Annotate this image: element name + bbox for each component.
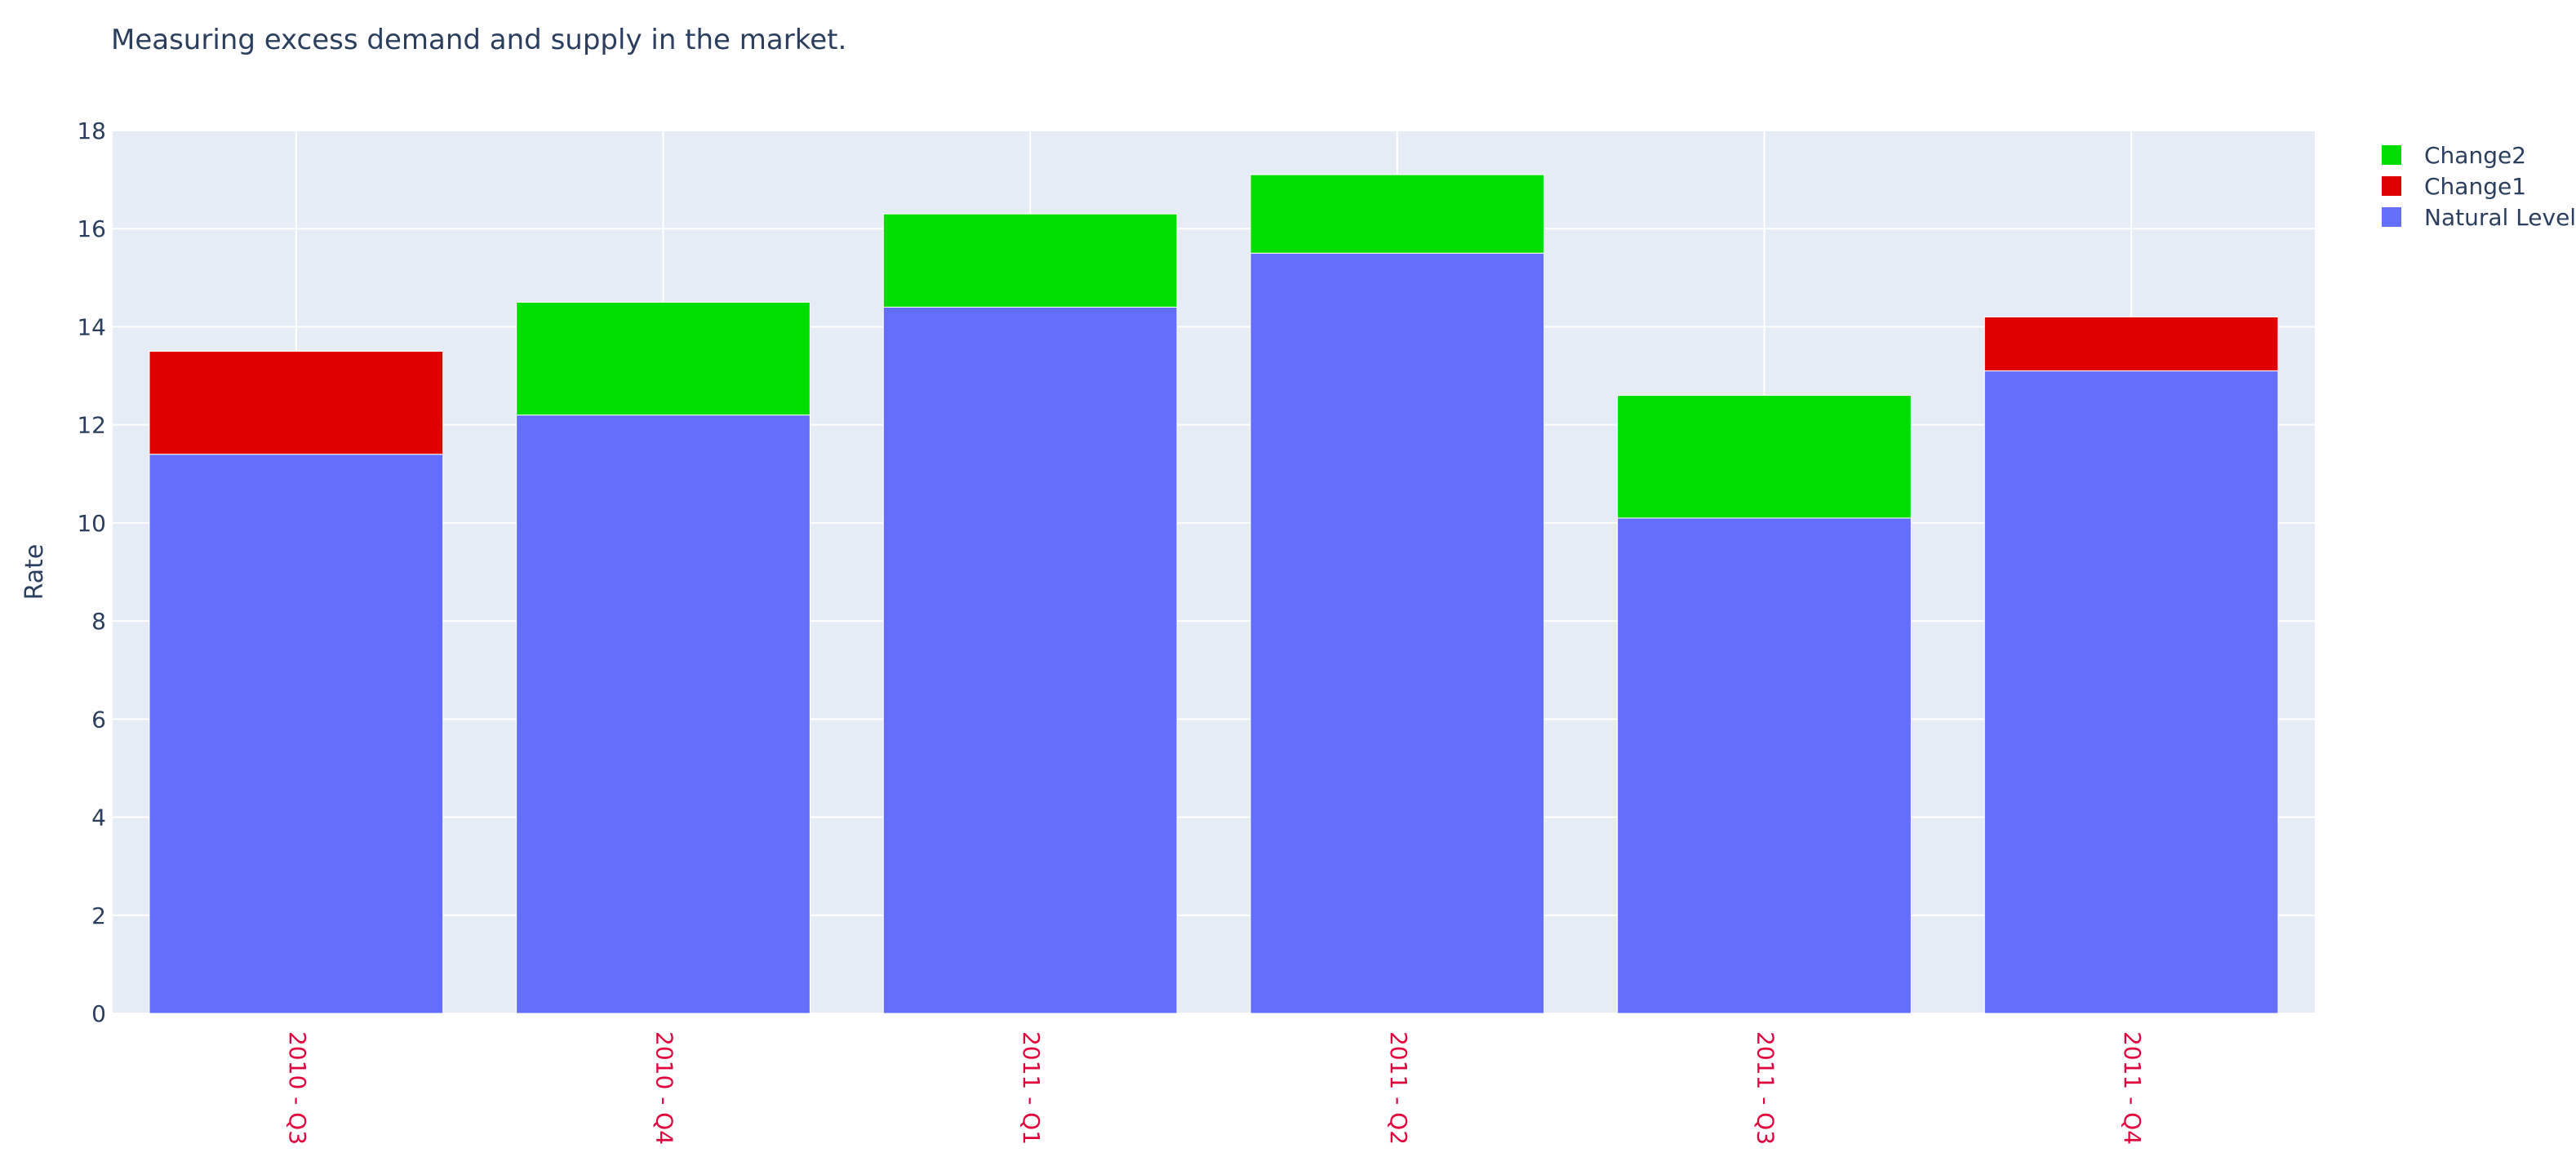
bar-natural-level[interactable] <box>1617 517 1912 1014</box>
y-tick-label: 16 <box>77 215 106 242</box>
x-tick-label: 2010 - Q4 <box>651 1031 678 1145</box>
legend-label: Change2 <box>2424 142 2526 169</box>
x-axis-ticks: 2010 - Q3 2010 - Q4 2011 - Q1 2011 - Q2 2011… <box>284 1031 2146 1145</box>
bar-change2[interactable] <box>1617 395 1912 519</box>
y-tick-label: 0 <box>91 1000 106 1027</box>
bar-change2[interactable] <box>516 301 811 416</box>
bar-change2[interactable] <box>1250 174 1545 254</box>
legend-item[interactable]: Change1 <box>2382 173 2526 200</box>
legend-swatch <box>2382 145 2401 165</box>
legend-item[interactable]: Change2 <box>2382 142 2526 169</box>
bar-natural-level[interactable] <box>1983 370 2279 1014</box>
x-tick-label: 2011 - Q3 <box>1752 1031 1779 1145</box>
bar-natural-level[interactable] <box>149 454 444 1014</box>
legend-label: Change1 <box>2424 173 2526 200</box>
legend-swatch <box>2382 207 2401 227</box>
legend: Change2 Change1 Natural Level <box>2382 142 2576 231</box>
y-tick-label: 12 <box>77 412 106 439</box>
y-axis-ticks: 0 2 4 6 8 10 12 14 16 18 <box>77 117 106 1027</box>
legend-label: Natural Level <box>2424 204 2576 231</box>
x-tick-label: 2011 - Q4 <box>2119 1031 2146 1145</box>
x-tick-label: 2011 - Q1 <box>1018 1031 1045 1145</box>
y-tick-label: 2 <box>91 902 106 929</box>
bar-natural-level[interactable] <box>516 414 811 1014</box>
y-tick-label: 6 <box>91 706 106 733</box>
bar-change1[interactable] <box>149 351 444 455</box>
y-tick-label: 8 <box>91 608 106 635</box>
y-tick-label: 10 <box>77 510 106 537</box>
bars <box>149 174 2279 1014</box>
bar-change1[interactable] <box>1983 316 2279 372</box>
y-tick-label: 18 <box>77 117 106 144</box>
chart-title: Measuring excess demand and supply in th… <box>111 24 846 56</box>
x-tick-label: 2011 - Q2 <box>1385 1031 1412 1145</box>
y-axis-label: Rate <box>20 544 49 601</box>
legend-swatch <box>2382 176 2401 196</box>
bar-natural-level[interactable] <box>882 306 1178 1014</box>
y-tick-label: 4 <box>91 805 106 831</box>
bar-natural-level[interactable] <box>1250 252 1545 1014</box>
x-tick-label: 2010 - Q3 <box>284 1031 311 1145</box>
legend-item[interactable]: Natural Level <box>2382 204 2576 231</box>
plot-area <box>113 131 2315 1013</box>
bar-change2[interactable] <box>882 213 1178 308</box>
y-tick-label: 14 <box>77 313 106 340</box>
